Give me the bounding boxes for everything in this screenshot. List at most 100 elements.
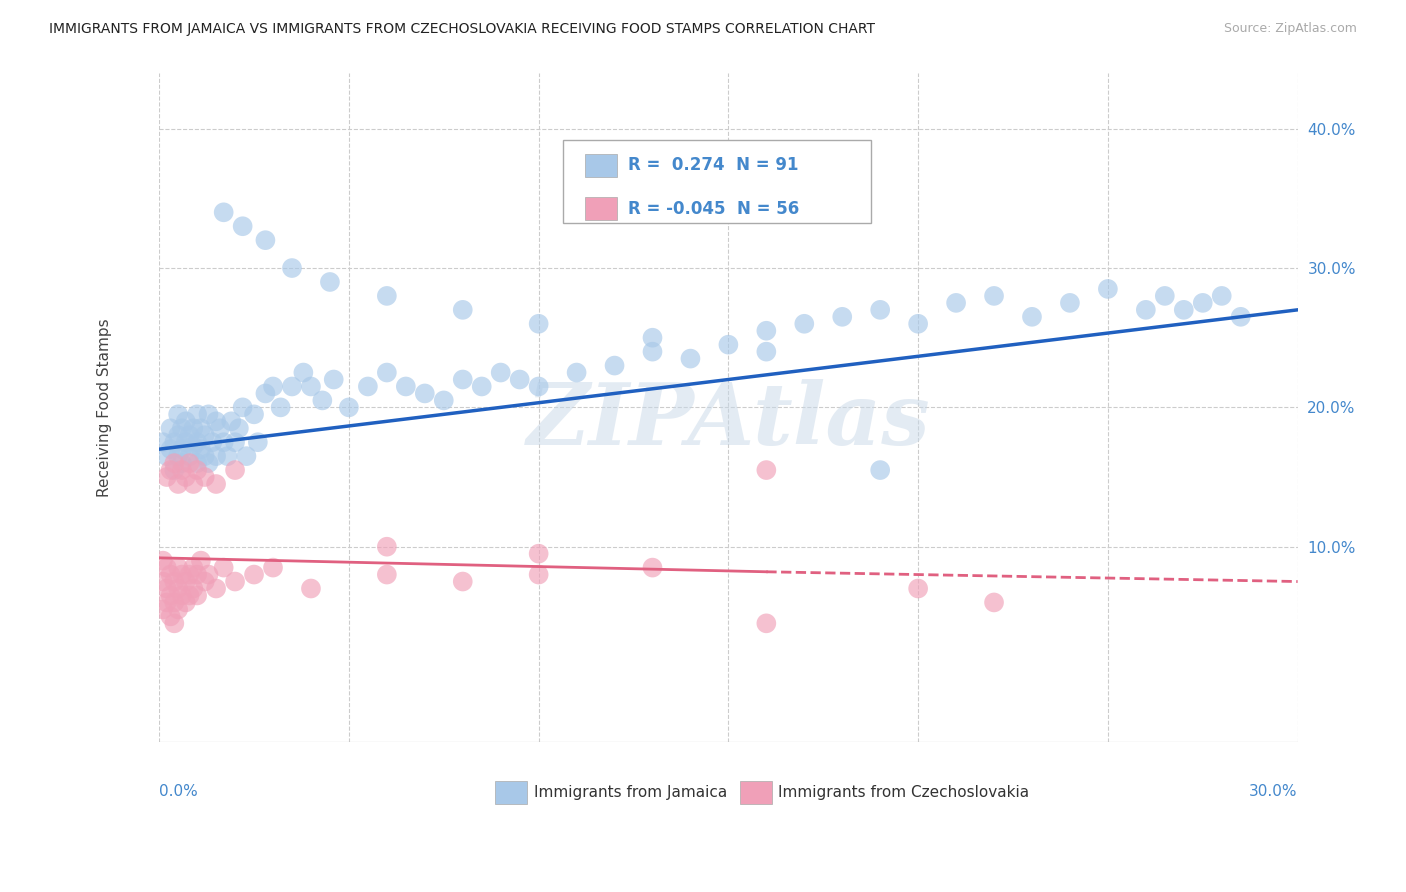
Point [181, 560, 204, 574]
Point [755, 324, 778, 338]
Point [793, 317, 815, 331]
Point [194, 470, 217, 484]
Point [1059, 296, 1081, 310]
Point [201, 435, 224, 450]
FancyBboxPatch shape [564, 140, 870, 224]
Point [641, 344, 664, 359]
Point [451, 372, 474, 386]
Point [565, 366, 588, 380]
Point [156, 470, 179, 484]
Point [1191, 296, 1213, 310]
Point [395, 379, 418, 393]
Point [1097, 282, 1119, 296]
Point [1135, 302, 1157, 317]
Point [603, 359, 626, 373]
Point [181, 421, 204, 435]
Point [163, 616, 186, 631]
Bar [495, 781, 527, 804]
Point [174, 574, 197, 589]
Point [509, 372, 531, 386]
Point [163, 574, 186, 589]
Point [156, 449, 179, 463]
Point [292, 366, 315, 380]
Point [167, 477, 190, 491]
Point [254, 233, 277, 247]
Point [174, 414, 197, 428]
Point [179, 567, 201, 582]
Point [471, 379, 494, 393]
Point [433, 393, 456, 408]
Point [907, 317, 929, 331]
Point [167, 560, 190, 574]
Point [224, 463, 246, 477]
Point [186, 589, 208, 603]
Bar [585, 154, 617, 177]
Text: R = -0.045  N = 56: R = -0.045 N = 56 [628, 200, 800, 218]
Point [159, 589, 181, 603]
Point [527, 547, 550, 561]
Point [205, 449, 228, 463]
Point [170, 442, 193, 457]
Point [197, 456, 219, 470]
Point [163, 435, 186, 450]
Point [205, 477, 228, 491]
Bar [740, 781, 772, 804]
Point [174, 595, 197, 609]
Point [375, 366, 398, 380]
Point [527, 317, 550, 331]
Point [224, 435, 246, 450]
Point [205, 582, 228, 596]
Point [181, 477, 204, 491]
Point [641, 331, 664, 345]
Point [322, 372, 344, 386]
Point [319, 275, 342, 289]
Point [197, 567, 219, 582]
Text: Immigrants from Jamaica: Immigrants from Jamaica [534, 785, 727, 800]
Point [299, 582, 322, 596]
Point [194, 449, 217, 463]
Point [179, 428, 201, 442]
Point [1173, 302, 1195, 317]
Point [170, 421, 193, 435]
Point [232, 401, 254, 415]
Point [527, 567, 550, 582]
Point [983, 289, 1005, 303]
Point [451, 302, 474, 317]
Point [190, 554, 212, 568]
Point [281, 260, 304, 275]
Point [159, 609, 181, 624]
Point [167, 428, 190, 442]
Point [197, 408, 219, 422]
Point [163, 595, 186, 609]
Point [186, 408, 208, 422]
Point [156, 560, 179, 574]
Point [194, 574, 217, 589]
Point [179, 449, 201, 463]
Point [755, 616, 778, 631]
Point [270, 401, 292, 415]
Point [181, 439, 204, 453]
Point [945, 296, 967, 310]
Point [152, 435, 174, 450]
Point [152, 602, 174, 616]
Point [174, 470, 197, 484]
Point [679, 351, 702, 366]
Text: 30.0%: 30.0% [1249, 783, 1298, 798]
Point [831, 310, 853, 324]
Point [489, 366, 512, 380]
Point [299, 379, 322, 393]
Point [186, 435, 208, 450]
Point [717, 337, 740, 351]
Point [232, 219, 254, 234]
Point [641, 560, 664, 574]
Point [451, 574, 474, 589]
Point [212, 205, 235, 219]
Point [755, 463, 778, 477]
Point [243, 408, 266, 422]
Point [156, 595, 179, 609]
Point [755, 344, 778, 359]
Point [163, 456, 186, 470]
Point [208, 421, 231, 435]
Point [190, 442, 212, 457]
Point [159, 442, 181, 457]
